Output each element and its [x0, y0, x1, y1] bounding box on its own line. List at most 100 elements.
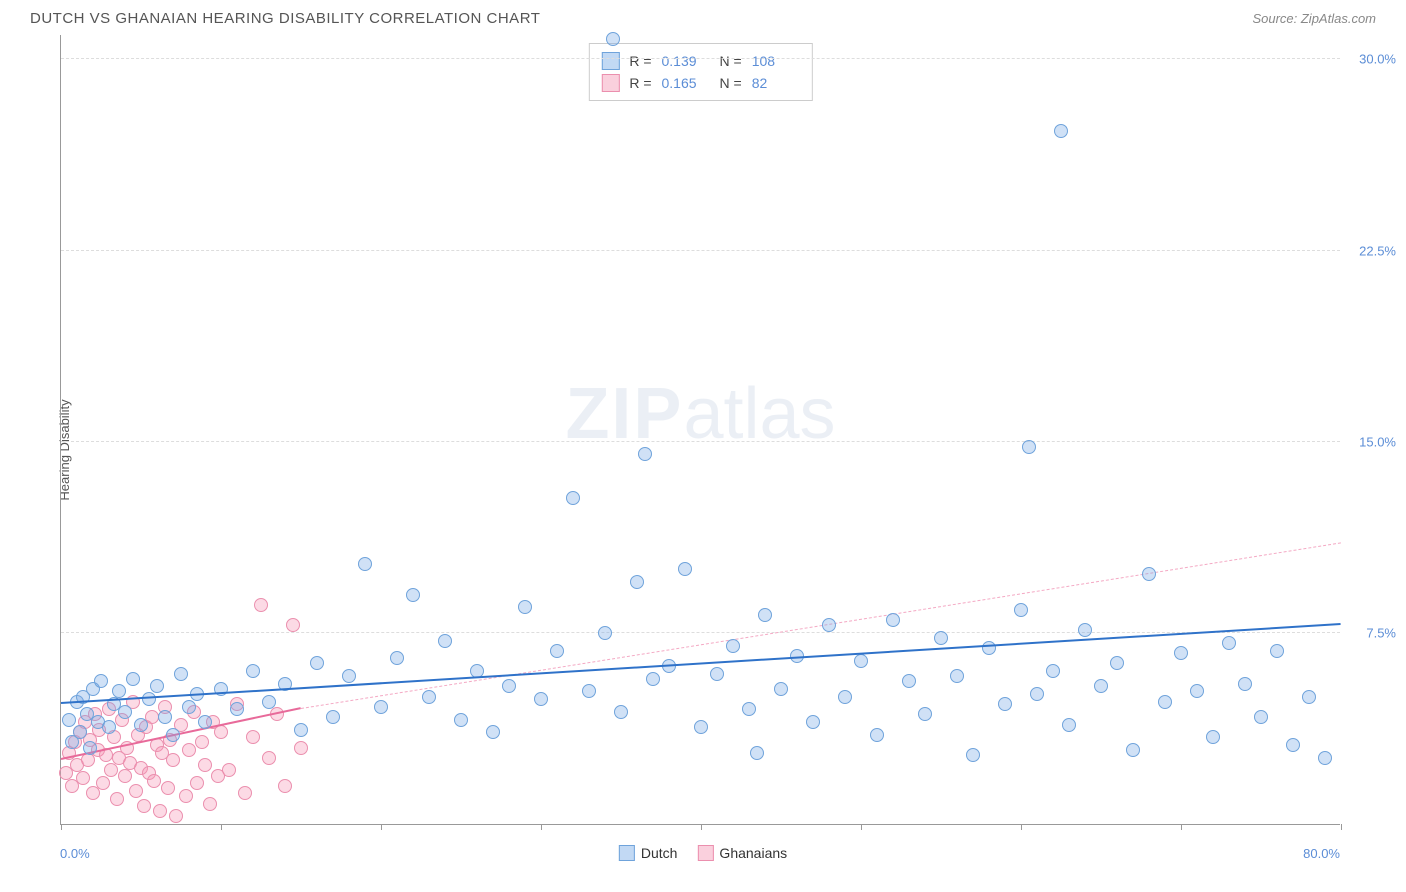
x-tick — [541, 824, 542, 830]
legend-N-value: 108 — [752, 53, 800, 69]
data-point — [390, 651, 404, 665]
legend-item: Ghanaians — [697, 845, 787, 861]
data-point — [198, 758, 212, 772]
data-point — [166, 753, 180, 767]
x-tick — [381, 824, 382, 830]
legend-N-label: N = — [720, 75, 742, 91]
data-point — [358, 557, 372, 571]
data-point — [1054, 124, 1068, 138]
data-point — [179, 789, 193, 803]
data-point — [918, 707, 932, 721]
legend-correlation: R =0.139N =108R =0.165N =82 — [588, 43, 812, 101]
data-point — [118, 705, 132, 719]
data-point — [598, 626, 612, 640]
data-point — [630, 575, 644, 589]
data-point — [982, 641, 996, 655]
data-point — [582, 684, 596, 698]
data-point — [278, 779, 292, 793]
data-point — [1174, 646, 1188, 660]
data-point — [694, 720, 708, 734]
data-point — [73, 725, 87, 739]
data-point — [190, 776, 204, 790]
x-tick — [221, 824, 222, 830]
data-point — [230, 702, 244, 716]
data-point — [454, 713, 468, 727]
data-point — [286, 618, 300, 632]
data-point — [214, 725, 228, 739]
y-tick-label: 22.5% — [1359, 243, 1396, 258]
data-point — [1094, 679, 1108, 693]
data-point — [182, 743, 196, 757]
data-point — [518, 600, 532, 614]
data-point — [614, 705, 628, 719]
data-point — [950, 669, 964, 683]
data-point — [262, 695, 276, 709]
plot-area: ZIPatlas R =0.139N =108R =0.165N =82 7.5… — [60, 35, 1340, 825]
data-point — [110, 792, 124, 806]
header: DUTCH VS GHANAIAN HEARING DISABILITY COR… — [10, 10, 1396, 35]
data-point — [147, 774, 161, 788]
data-point — [1046, 664, 1060, 678]
legend-swatch — [601, 74, 619, 92]
gridline — [61, 250, 1340, 251]
data-point — [174, 667, 188, 681]
data-point — [1014, 603, 1028, 617]
x-tick — [1341, 824, 1342, 830]
data-point — [238, 786, 252, 800]
data-point — [774, 682, 788, 696]
data-point — [438, 634, 452, 648]
data-point — [161, 781, 175, 795]
data-point — [62, 713, 76, 727]
data-point — [422, 690, 436, 704]
data-point — [102, 720, 116, 734]
data-point — [710, 667, 724, 681]
x-tick — [861, 824, 862, 830]
gridline — [61, 441, 1340, 442]
source-attribution: Source: ZipAtlas.com — [1252, 11, 1376, 26]
data-point — [1270, 644, 1284, 658]
data-point — [534, 692, 548, 706]
legend-row: R =0.165N =82 — [601, 72, 799, 94]
data-point — [550, 644, 564, 658]
data-point — [742, 702, 756, 716]
gridline — [61, 632, 1340, 633]
data-point — [934, 631, 948, 645]
data-point — [1318, 751, 1332, 765]
data-point — [1302, 690, 1316, 704]
data-point — [886, 613, 900, 627]
data-point — [134, 718, 148, 732]
data-point — [166, 728, 180, 742]
data-point — [1158, 695, 1172, 709]
legend-N-value: 82 — [752, 75, 800, 91]
data-point — [118, 769, 132, 783]
x-tick — [61, 824, 62, 830]
legend-R-value: 0.165 — [662, 75, 710, 91]
data-point — [1254, 710, 1268, 724]
data-point — [638, 447, 652, 461]
data-point — [222, 763, 236, 777]
gridline — [61, 58, 1340, 59]
x-axis-min-label: 0.0% — [60, 846, 90, 861]
data-point — [94, 674, 108, 688]
data-point — [96, 776, 110, 790]
data-point — [726, 639, 740, 653]
data-point — [246, 664, 260, 678]
x-tick — [1181, 824, 1182, 830]
data-point — [1222, 636, 1236, 650]
data-point — [83, 741, 97, 755]
data-point — [150, 679, 164, 693]
trendline — [301, 543, 1341, 710]
chart-container: Hearing Disability ZIPatlas R =0.139N =1… — [10, 35, 1396, 865]
legend-label: Dutch — [641, 845, 678, 861]
data-point — [326, 710, 340, 724]
data-point — [1110, 656, 1124, 670]
data-point — [142, 692, 156, 706]
data-point — [310, 656, 324, 670]
data-point — [486, 725, 500, 739]
data-point — [806, 715, 820, 729]
data-point — [203, 797, 217, 811]
y-tick-label: 30.0% — [1359, 52, 1396, 67]
data-point — [606, 32, 620, 46]
data-point — [153, 804, 167, 818]
legend-R-value: 0.139 — [662, 53, 710, 69]
